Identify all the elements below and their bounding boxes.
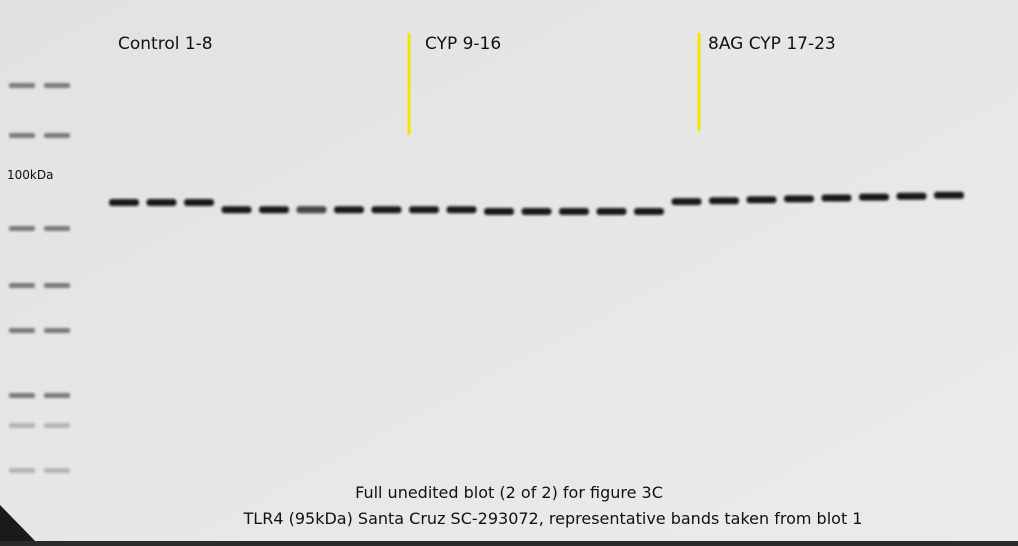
band (484, 208, 514, 215)
band (147, 199, 177, 206)
band (859, 194, 889, 201)
blot-image: Control 1-8 CYP 9-16 8AG CYP 17-23 100kD… (0, 0, 1018, 546)
band (822, 195, 852, 202)
band (9, 283, 35, 288)
band (784, 195, 814, 202)
band (9, 393, 35, 398)
band (522, 208, 552, 215)
band (372, 206, 402, 213)
band (934, 192, 964, 199)
band (109, 199, 139, 206)
band (44, 133, 70, 138)
band (559, 208, 589, 215)
band (447, 206, 477, 213)
lane-group-label: Control 1-8 (118, 34, 213, 54)
band (44, 328, 70, 333)
band (44, 226, 70, 231)
lane-group-label: CYP 9-16 (425, 34, 501, 54)
band (44, 83, 70, 88)
band (184, 199, 214, 206)
lane-group-label: 8AG CYP 17-23 (708, 34, 836, 54)
band (709, 197, 739, 204)
page: Control 1-8 CYP 9-16 8AG CYP 17-23 100kD… (0, 0, 1018, 546)
caption: Full unedited blot (2 of 2) for figure 3… (355, 483, 663, 502)
bottom-edge (0, 541, 1018, 546)
band (222, 206, 252, 213)
band (9, 133, 35, 138)
band (44, 283, 70, 288)
band (44, 468, 70, 473)
band (297, 206, 327, 213)
band (747, 196, 777, 203)
band (259, 206, 289, 213)
band (9, 83, 35, 88)
band (409, 206, 439, 213)
caption: TLR4 (95kDa) Santa Cruz SC-293072, repre… (243, 509, 863, 528)
band (9, 468, 35, 473)
band (897, 193, 927, 200)
band (44, 423, 70, 428)
marker-label: 100kDa (7, 168, 53, 182)
band (9, 226, 35, 231)
band (597, 208, 627, 215)
band (9, 328, 35, 333)
band (44, 393, 70, 398)
membrane (0, 0, 1018, 546)
band (672, 198, 702, 205)
band (634, 208, 664, 215)
band (9, 423, 35, 428)
band (334, 206, 364, 213)
